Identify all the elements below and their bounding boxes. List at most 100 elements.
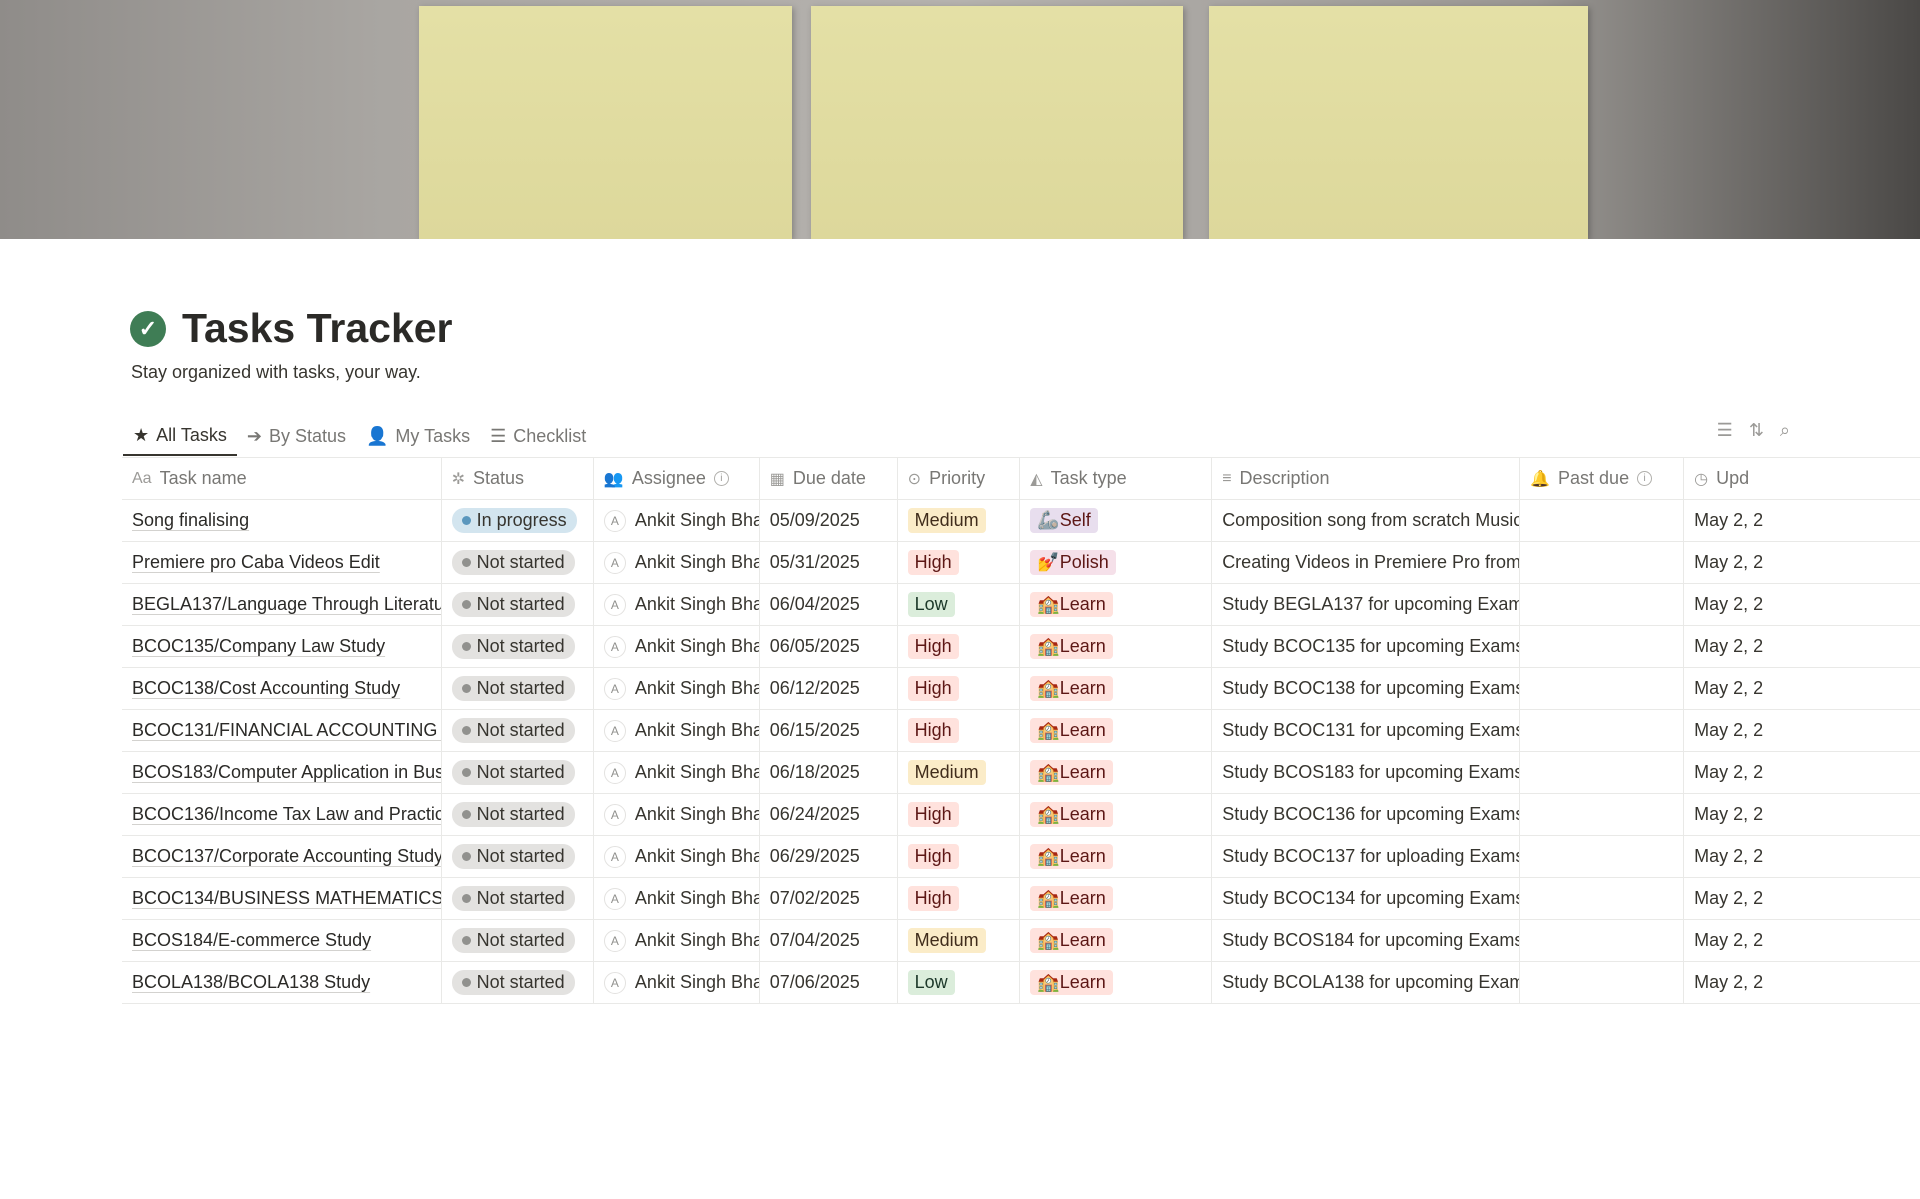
task-type-cell[interactable]: 🏫Learn [1020,878,1213,919]
column-header-past-due[interactable]: 🔔 Past due i [1520,458,1685,499]
task-name[interactable]: BCOC136/Income Tax Law and Practice [132,804,442,824]
priority-cell[interactable]: Medium [898,752,1021,793]
column-header-status[interactable]: ✲ Status [442,458,594,499]
assignee-cell[interactable]: A Ankit Singh Bhar [594,500,760,541]
status-cell[interactable]: Not started [442,836,594,877]
tab-by-status[interactable]: ➔ By Status [237,416,356,456]
priority-cell[interactable]: High [898,668,1021,709]
description-cell[interactable]: Study BCOLA138 for upcoming Exams. [1212,962,1521,1003]
task-type-cell[interactable]: 🏫Learn [1020,836,1213,877]
updated-cell[interactable]: May 2, 2 [1694,636,1764,656]
due-date-cell[interactable]: 06/24/2025 [760,794,898,835]
task-type-cell[interactable]: 🏫Learn [1020,794,1213,835]
search-icon[interactable]: ⌕ [1779,420,1790,440]
assignee-cell[interactable]: A Ankit Singh Bhar [594,584,760,625]
description-cell[interactable]: Study BCOC138 for upcoming Exams. [1212,668,1521,709]
status-cell[interactable]: Not started [442,962,594,1003]
priority-cell[interactable]: Low [898,584,1021,625]
due-date-cell[interactable]: 07/02/2025 [760,878,898,919]
priority-cell[interactable]: High [898,542,1021,583]
assignee-cell[interactable]: A Ankit Singh Bhar [594,962,760,1003]
status-cell[interactable]: Not started [442,584,594,625]
due-date-cell[interactable]: 06/29/2025 [760,836,898,877]
column-header-priority[interactable]: ⊙ Priority [898,458,1021,499]
task-name-cell[interactable]: BCOLA138/BCOLA138 Study [122,962,442,1003]
due-date-cell[interactable]: 06/04/2025 [760,584,898,625]
description-cell[interactable]: Composition song from scratch Music - [1212,500,1521,541]
column-header-task-name[interactable]: Aa Task name [122,458,442,499]
updated-cell[interactable]: May 2, 2 [1694,594,1764,614]
description-cell[interactable]: Study BCOC137 for uploading Exams. [1212,836,1521,877]
past-due-cell[interactable] [1520,500,1685,541]
status-cell[interactable]: Not started [442,794,594,835]
past-due-cell[interactable] [1520,626,1685,667]
priority-cell[interactable]: High [898,626,1021,667]
priority-cell[interactable]: High [898,836,1021,877]
description-cell[interactable]: Study BCOC134 for upcoming Exams. [1212,878,1521,919]
updated-cell[interactable]: May 2, 2 [1694,720,1764,740]
priority-cell[interactable]: Medium [898,920,1021,961]
task-type-cell[interactable]: 🦾Self [1020,500,1213,541]
updated-cell[interactable]: May 2, 2 [1694,762,1764,782]
due-date-cell[interactable]: 07/06/2025 [760,962,898,1003]
status-cell[interactable]: Not started [442,542,594,583]
column-header-description[interactable]: ≡ Description [1212,458,1521,499]
task-name[interactable]: BCOC138/Cost Accounting Study [132,678,401,698]
due-date-cell[interactable]: 07/04/2025 [760,920,898,961]
status-cell[interactable]: Not started [442,668,594,709]
updated-cell[interactable]: May 2, 2 [1694,678,1764,698]
priority-cell[interactable]: Medium [898,500,1021,541]
description-cell[interactable]: Study BEGLA137 for upcoming Exams. [1212,584,1521,625]
description-cell[interactable]: Study BCOC135 for upcoming Exams. [1212,626,1521,667]
assignee-cell[interactable]: A Ankit Singh Bhar [594,542,760,583]
status-cell[interactable]: Not started [442,878,594,919]
past-due-cell[interactable] [1520,710,1685,751]
task-type-cell[interactable]: 🏫Learn [1020,752,1213,793]
column-header-assignee[interactable]: 👥 Assignee i [594,458,760,499]
task-type-cell[interactable]: 💅Polish [1020,542,1213,583]
task-name-cell[interactable]: BCOC135/Company Law Study [122,626,442,667]
column-header-updated[interactable]: ◷ Upd [1684,458,1920,499]
task-name-cell[interactable]: Premiere pro Caba Videos Edit [122,542,442,583]
assignee-cell[interactable]: A Ankit Singh Bhar [594,836,760,877]
description-cell[interactable]: Creating Videos in Premiere Pro from R [1212,542,1521,583]
task-name[interactable]: BCOS183/Computer Application in Busi [132,762,442,782]
assignee-cell[interactable]: A Ankit Singh Bhar [594,626,760,667]
task-name[interactable]: Song finalising [132,510,250,530]
priority-cell[interactable]: High [898,710,1021,751]
info-icon[interactable]: i [1637,471,1653,486]
task-name-cell[interactable]: BCOC136/Income Tax Law and Practice [122,794,442,835]
due-date-cell[interactable]: 06/12/2025 [760,668,898,709]
task-name[interactable]: BCOS184/E-commerce Study [132,930,372,950]
task-name-cell[interactable]: BCOC131/FINANCIAL ACCOUNTING Stu [122,710,442,751]
updated-cell[interactable]: May 2, 2 [1694,804,1764,824]
updated-cell[interactable]: May 2, 2 [1694,888,1764,908]
task-name[interactable]: BEGLA137/Language Through Literature [132,594,442,614]
updated-cell[interactable]: May 2, 2 [1694,930,1764,950]
task-type-cell[interactable]: 🏫Learn [1020,962,1213,1003]
filter-icon[interactable]: ☰ [1716,420,1733,440]
past-due-cell[interactable] [1520,836,1685,877]
description-cell[interactable]: Study BCOS183 for upcoming Exams. [1212,752,1521,793]
info-icon[interactable]: i [713,471,729,486]
due-date-cell[interactable]: 06/05/2025 [760,626,898,667]
task-name[interactable]: Premiere pro Caba Videos Edit [132,552,380,572]
priority-cell[interactable]: High [898,794,1021,835]
updated-cell[interactable]: May 2, 2 [1694,972,1764,992]
description-cell[interactable]: Study BCOS184 for upcoming Exams. [1212,920,1521,961]
assignee-cell[interactable]: A Ankit Singh Bhar [594,920,760,961]
past-due-cell[interactable] [1520,962,1685,1003]
task-name[interactable]: BCOLA138/BCOLA138 Study [132,972,371,992]
past-due-cell[interactable] [1520,752,1685,793]
task-type-cell[interactable]: 🏫Learn [1020,626,1213,667]
task-type-cell[interactable]: 🏫Learn [1020,668,1213,709]
priority-cell[interactable]: High [898,878,1021,919]
past-due-cell[interactable] [1520,920,1685,961]
tab-checklist[interactable]: ☰ Checklist [480,416,596,456]
task-type-cell[interactable]: 🏫Learn [1020,920,1213,961]
status-cell[interactable]: Not started [442,626,594,667]
due-date-cell[interactable]: 06/18/2025 [760,752,898,793]
tab-all-tasks[interactable]: ★ All Tasks [123,416,237,456]
status-cell[interactable]: In progress [442,500,594,541]
task-name-cell[interactable]: BEGLA137/Language Through Literature [122,584,442,625]
